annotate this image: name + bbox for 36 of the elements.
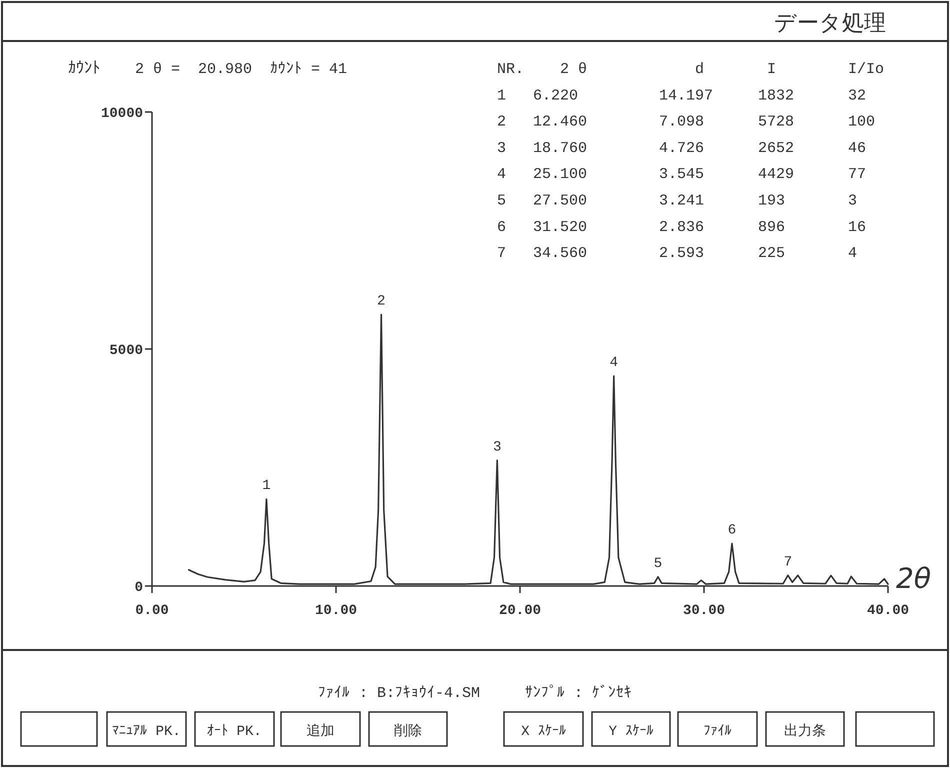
annotation: 3 18.760 4.726 2652 46: [497, 140, 866, 157]
x-tick-label: 0.00: [135, 603, 169, 619]
x-tick-label: 30.00: [682, 603, 726, 619]
text: ｵｰﾄ PK.: [207, 724, 262, 740]
x-tick-label: 40.00: [866, 603, 910, 619]
y-tick-label: 10000: [100, 106, 143, 122]
annotation: 6: [728, 522, 736, 539]
text: ﾌｧｲﾙ: [704, 723, 732, 740]
x-tick-label: 20.00: [498, 603, 542, 619]
text: NR. 2 θ d I I/Io: [497, 61, 884, 78]
annotation: 4: [610, 355, 618, 372]
text: 出力条: [784, 723, 826, 740]
text: 追加: [306, 723, 334, 740]
annotation: 6 31.520 2.836 896 16: [497, 218, 866, 236]
x-tick-label: 10.00: [314, 603, 358, 619]
text: X ｽｹｰﾙ: [521, 724, 566, 740]
y-tick-label: 0: [134, 580, 143, 596]
chart-title: データ処理: [774, 11, 886, 36]
text: ﾏﾆｭｱﾙ PK.: [112, 724, 181, 740]
y-axis-title: ｶｳﾝﾄ: [68, 60, 100, 78]
y-tick-label: 5000: [109, 343, 143, 359]
text: ﾌｧｲﾙ : B:ﾌｷｮｳｲ-4.SM ｻﾝﾌﾟﾙ : ｹﾞﾝｾｷ: [318, 684, 632, 702]
annotation: 7 34.560 2.593 225 4: [497, 245, 858, 262]
x-axis-title: 2θ: [896, 562, 931, 595]
annotation: 2 12.460 7.098 5728 100: [497, 114, 876, 131]
annotation: 2: [377, 293, 386, 310]
text: Y ｽｹｰﾙ: [608, 724, 654, 740]
annotation: 5: [654, 556, 662, 572]
annotation: 3: [492, 439, 502, 456]
annotation: 1: [262, 478, 271, 494]
text: 削除: [394, 723, 422, 740]
text: 1 6.220 14.197 1832 32: [497, 87, 866, 104]
annotation: 7: [784, 554, 792, 570]
annotation: 5 27.500 3.241 193 3: [497, 192, 858, 210]
text: 2 θ = 20.980 ｶｳﾝﾄ = 41: [135, 61, 348, 78]
annotation: 4 25.100 3.545 4429 77: [497, 166, 866, 184]
